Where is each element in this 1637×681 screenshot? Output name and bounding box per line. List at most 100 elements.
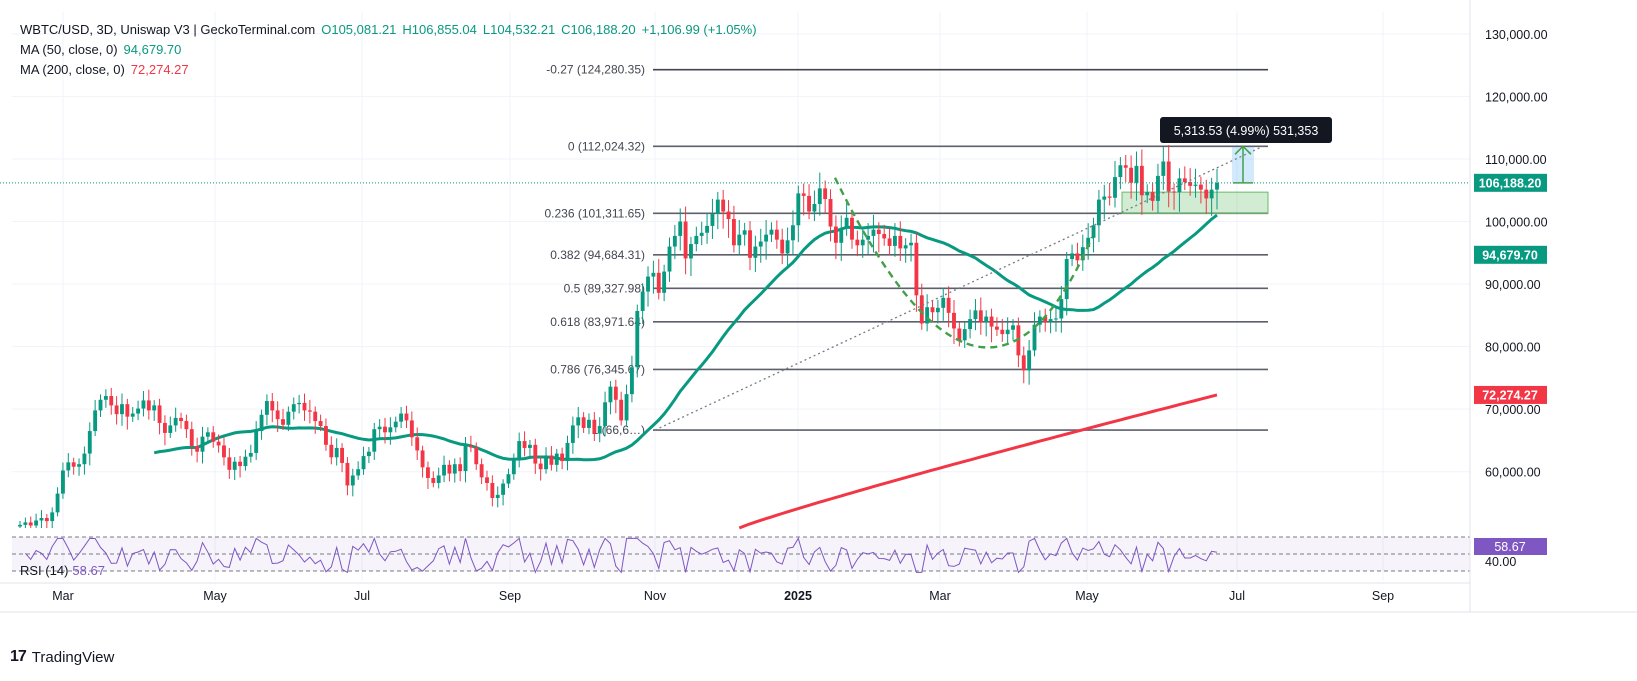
candle [77, 458, 81, 476]
candle [742, 222, 747, 246]
price-badge [1474, 173, 1547, 192]
candle-body [307, 410, 312, 412]
rsi-legend[interactable]: RSI (14) 58.67 [20, 563, 105, 578]
candle [388, 417, 393, 445]
candle-body [1027, 350, 1032, 371]
grid [12, 12, 1470, 580]
candle-body [1048, 319, 1053, 323]
price-badge [1474, 245, 1547, 264]
candle [801, 183, 806, 216]
candle-body [898, 235, 903, 249]
candle [281, 408, 285, 430]
candle [1139, 149, 1144, 215]
candles[interactable] [18, 145, 1219, 528]
candle [544, 447, 548, 474]
candle-body [952, 312, 956, 329]
candle [726, 200, 731, 238]
candle [823, 180, 828, 213]
candle-body [1145, 192, 1150, 196]
candle-body [705, 225, 709, 233]
candle-body [978, 310, 983, 323]
fib-level-label: 0 (112,024.32) [568, 139, 645, 153]
candle-body [731, 219, 736, 246]
ma50-legend[interactable]: MA (50, close, 0) 94,679.70 [20, 40, 757, 60]
candle-body [1096, 199, 1101, 226]
candle-body [302, 402, 307, 411]
candle-body [39, 517, 44, 521]
candle-body [114, 405, 119, 415]
x-tick-label: Sep [499, 589, 521, 603]
candle-body [887, 238, 892, 246]
candle-body [860, 239, 865, 246]
candle-body [23, 522, 28, 525]
candle [587, 413, 591, 435]
candle-body [533, 444, 538, 464]
candle [758, 228, 763, 263]
candle [377, 419, 382, 440]
candle [925, 294, 930, 332]
candle-body [189, 429, 194, 447]
candle [404, 405, 409, 429]
candle [23, 517, 28, 528]
candle [860, 228, 865, 258]
candle-body [1080, 247, 1085, 261]
candle-body [436, 475, 441, 483]
candle [130, 407, 135, 422]
drawings[interactable]: 5,313.53 (4.99%) 531,353 [0, 117, 1470, 431]
candle-body [517, 441, 522, 461]
candle-body [1150, 192, 1155, 201]
fibonacci-retracement[interactable]: -0.27 (124,280.35) 0 (112,024.32) 0.236 (1… [544, 63, 1269, 437]
candle-body [935, 307, 940, 313]
axes[interactable]: 130,000.00 120,000.00 110,000.00 100,000.00… [0, 0, 1637, 613]
measure-tooltip-bg [1160, 117, 1332, 143]
candle [34, 513, 39, 528]
candle [55, 487, 60, 517]
candle-body [393, 421, 398, 428]
candle [270, 393, 275, 423]
candle [1129, 155, 1134, 199]
candle [1193, 168, 1198, 198]
x-tick-label: May [1075, 589, 1099, 603]
candle-body [1107, 196, 1112, 198]
candle [903, 238, 908, 263]
symbol-line: WBTC/USD, 3D, Uniswap V3 | GeckoTerminal… [20, 22, 316, 37]
candle [570, 416, 575, 454]
candle-body [699, 232, 704, 236]
candle-body [919, 295, 924, 324]
candle-body [941, 297, 946, 308]
candle-body [281, 419, 285, 425]
x-tick-label: Jul [354, 589, 370, 603]
candle [812, 190, 817, 222]
candle-body [796, 193, 801, 226]
candle-body [340, 447, 344, 463]
candle-body [957, 328, 962, 341]
candle-body [876, 229, 881, 235]
candle-body [1075, 253, 1080, 261]
candle [184, 414, 189, 438]
candle-body [1134, 165, 1139, 183]
candle-body [243, 456, 248, 467]
candle [485, 470, 489, 491]
candle [356, 461, 361, 480]
candle-body [828, 199, 833, 227]
candle-body [549, 455, 554, 465]
candle [44, 514, 49, 528]
candle-body [1166, 161, 1171, 192]
candle [968, 309, 973, 339]
candle-body [662, 271, 667, 293]
candle-body [120, 404, 124, 415]
candle [769, 222, 774, 243]
candle [168, 416, 173, 438]
candle [715, 191, 720, 230]
candle-body [1113, 177, 1117, 198]
candle [1000, 318, 1005, 342]
candle [957, 322, 962, 347]
price-badges: 106,188.20 94,679.70 72,274.27 [1474, 173, 1547, 404]
ma200-legend[interactable]: MA (200, close, 0) 72,274.27 [20, 60, 757, 80]
tradingview-brand[interactable]: 17 TradingView [10, 648, 114, 666]
candle [463, 437, 468, 483]
candle [109, 387, 114, 415]
